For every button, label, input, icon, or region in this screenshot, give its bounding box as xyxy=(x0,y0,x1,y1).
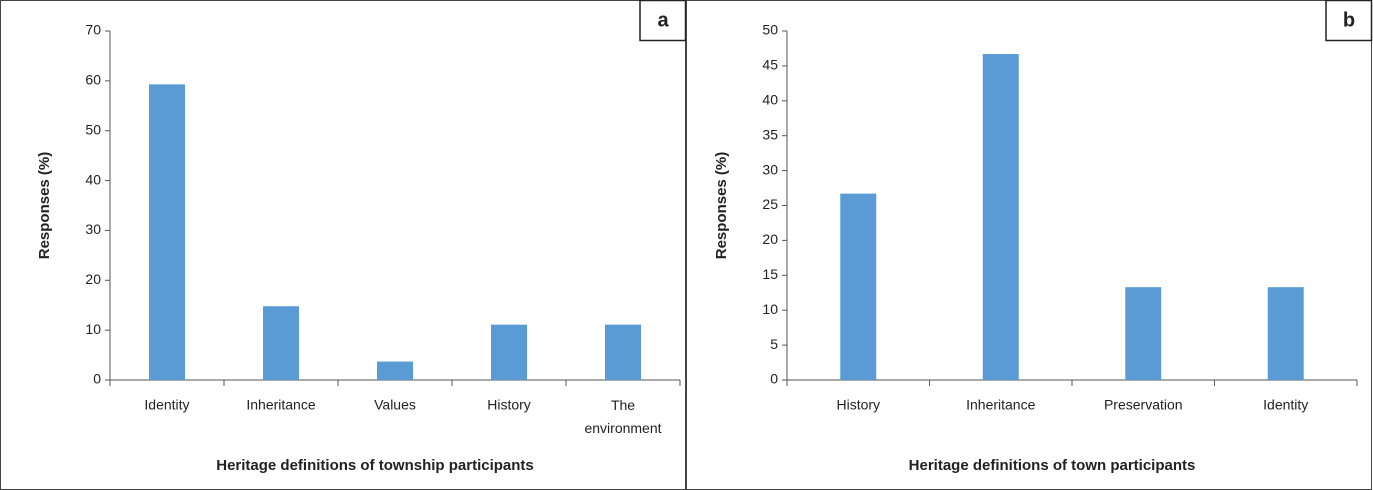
panel-label: a xyxy=(657,9,669,31)
y-tick-label: 70 xyxy=(85,22,101,38)
y-tick-label: 40 xyxy=(762,92,778,108)
x-axis-title: Heritage definitions of township partici… xyxy=(216,457,534,474)
y-tick-label: 15 xyxy=(762,266,778,282)
bar xyxy=(149,84,185,381)
bar xyxy=(491,324,527,380)
y-tick-label: 25 xyxy=(762,196,778,212)
x-tick-label: Inheritance xyxy=(246,397,315,413)
x-axis-title: Heritage definitions of town participant… xyxy=(909,457,1196,474)
y-tick-label: 5 xyxy=(770,336,778,352)
x-tick-label: The environment xyxy=(584,397,661,436)
y-tick-label: 20 xyxy=(85,271,101,287)
bar xyxy=(605,324,641,380)
y-tick-label: 30 xyxy=(85,221,101,237)
x-tick-label: History xyxy=(836,397,880,413)
x-tick-label: History xyxy=(487,397,531,413)
y-tick-label: 45 xyxy=(762,57,778,73)
x-tick-label: Inheritance xyxy=(966,397,1035,413)
y-tick-label: 50 xyxy=(762,22,778,38)
x-tick-label: Identity xyxy=(1263,397,1308,413)
y-tick-label: 0 xyxy=(93,371,101,387)
panel-label-box xyxy=(1325,0,1373,42)
x-tick-label: Preservation xyxy=(1104,397,1183,413)
bar xyxy=(840,193,877,380)
y-tick-label: 10 xyxy=(762,301,778,317)
bar xyxy=(263,306,299,380)
bar xyxy=(982,54,1019,381)
panel-border xyxy=(686,0,1372,490)
x-tick-label: Identity xyxy=(144,397,189,413)
y-tick-label: 30 xyxy=(762,161,778,177)
y-tick-label: 10 xyxy=(85,321,101,337)
panel-border xyxy=(0,0,686,490)
panel-label-box xyxy=(639,0,687,42)
y-tick-label: 50 xyxy=(85,121,101,137)
y-axis-title: Responses (%) xyxy=(36,152,53,260)
bar xyxy=(1125,287,1162,380)
bar xyxy=(1267,287,1304,380)
y-tick-label: 0 xyxy=(770,371,778,387)
bar xyxy=(377,361,413,380)
y-tick-label: 20 xyxy=(762,231,778,247)
x-tick-label: Values xyxy=(374,397,416,413)
y-tick-label: 35 xyxy=(762,126,778,142)
panel-label: b xyxy=(1343,9,1355,31)
y-tick-label: 60 xyxy=(85,72,101,88)
y-tick-label: 40 xyxy=(85,171,101,187)
y-axis-title: Responses (%) xyxy=(713,152,730,260)
